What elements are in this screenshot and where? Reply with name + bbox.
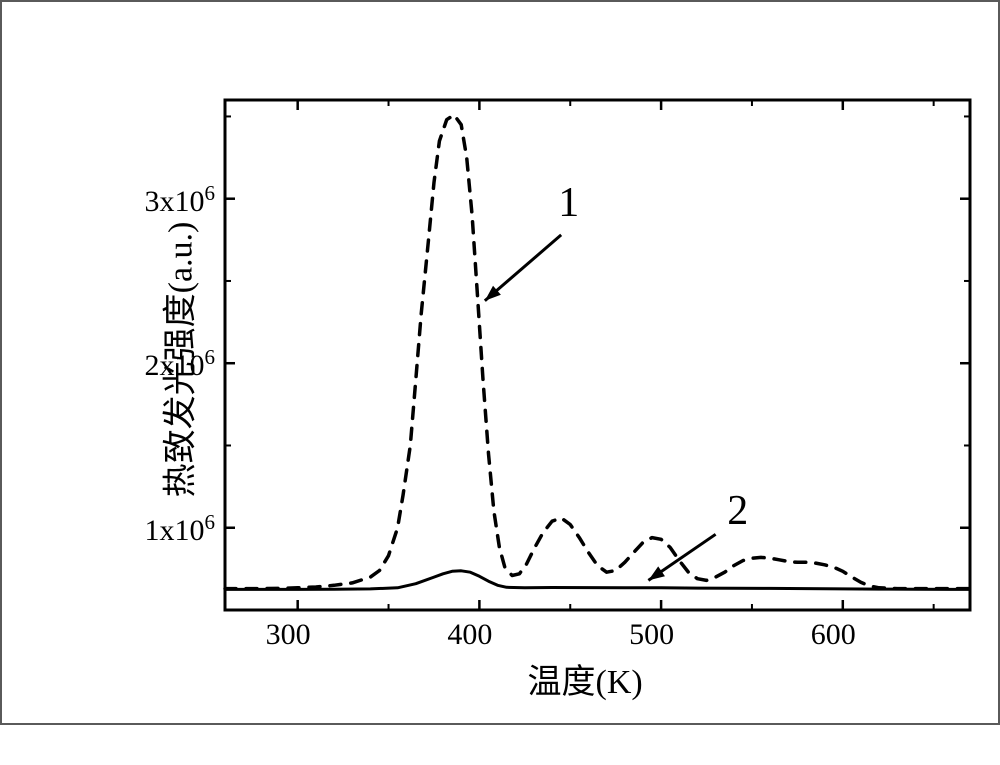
y-axis-label: 热致发光强度(a.u.) — [153, 200, 202, 520]
annotation-label-2: 2 — [727, 487, 748, 535]
annotation-arrowhead — [648, 566, 665, 580]
plot-border — [225, 100, 970, 610]
x-tick-label: 500 — [629, 618, 674, 652]
x-tick-label: 600 — [811, 618, 856, 652]
x-tick-label: 400 — [447, 618, 492, 652]
series-1 — [225, 115, 970, 589]
x-tick-label: 300 — [266, 618, 311, 652]
x-axis-label: 温度(K) — [528, 654, 643, 703]
annotation-label-1: 1 — [558, 179, 579, 227]
figure-container: 3004005006001x1062x1063x106温度(K)热致发光强度(a… — [50, 40, 950, 685]
